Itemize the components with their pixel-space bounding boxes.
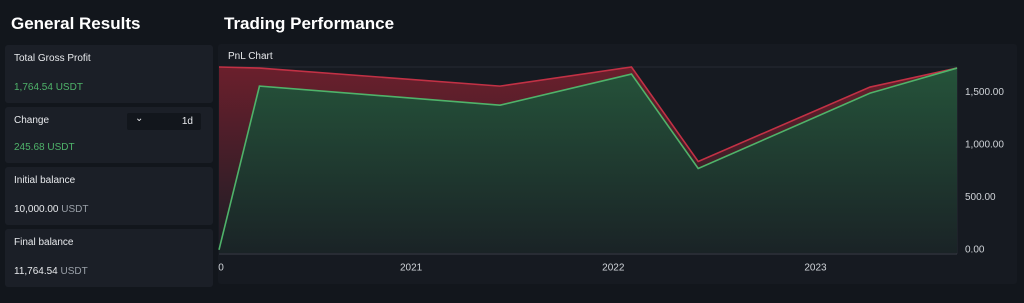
x-tick-label: 2023 [804,263,827,274]
x-tick-label: 0 [218,263,224,274]
area-fill [219,68,957,254]
card-value-row: 10,000.00 USDT [14,204,89,215]
panel-title: PnL Chart [228,51,273,62]
card: Final balance 11,764.54 USDT [5,229,213,287]
card-value: 10,000.00 [14,204,59,215]
card-value: 11,764.54 [14,266,58,277]
card-value: 245.68 USDT [14,142,75,153]
card-label: Final balance [14,237,74,248]
card-unit: USDT [61,204,89,215]
y-tick-label: 0.00 [965,244,985,255]
section-title: General Results [11,14,141,33]
card-value-row: 11,764.54 USDT [14,266,88,277]
card-label: Total Gross Profit [14,53,91,64]
card-value: 1,764.54 USDT [14,82,83,93]
x-tick-label: 2021 [400,263,423,274]
card: Change ⌄ 1d 245.68 USDT [5,107,213,163]
card-label: Change [14,115,50,126]
chart: 0.00 500.00 1,000.00 1,500.00 0 2021 2022 2023 [218,66,1004,274]
series-line [218,66,958,163]
x-tick-label: 2022 [602,263,625,274]
card: Total Gross Profit 1,764.54 USDT [5,45,213,103]
card: Initial balance 10,000.00 USDT [5,167,213,225]
chart-panel: PnL Chart 0.00 500.00 1,000.00 1,500.00 0 202… [218,44,1017,284]
section-title: Trading Performance [224,14,395,33]
card-label: Initial balance [14,175,76,186]
period-dropdown[interactable]: ⌄ 1d [127,113,201,130]
card-unit: USDT [60,266,88,277]
series-line [218,67,958,251]
y-tick-label: 1,000.00 [965,139,1004,150]
dropdown-value: 1d [181,116,193,127]
y-tick-label: 1,500.00 [965,87,1004,98]
dropdown-icon: ⌄ [135,113,144,124]
y-tick-label: 500.00 [965,192,996,203]
